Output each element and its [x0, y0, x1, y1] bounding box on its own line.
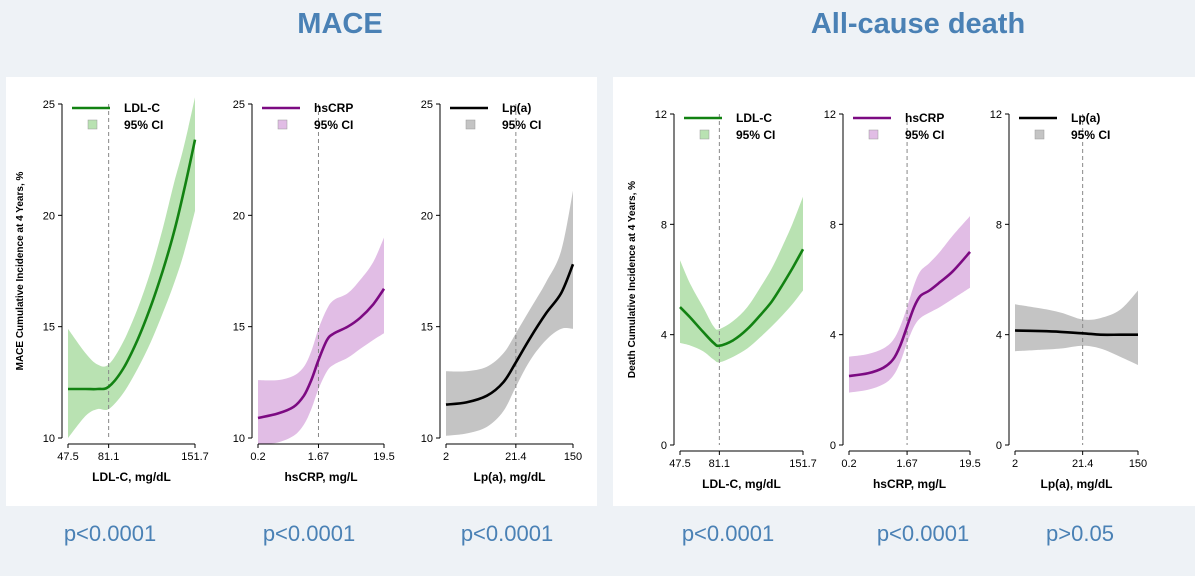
estimate-line — [445, 263, 575, 406]
y-tick-label: 10 — [43, 433, 55, 445]
p-value-mace-lpa: p<0.0001 — [460, 521, 554, 546]
p-value-death-hscrp: p<0.0001 — [876, 521, 970, 546]
legend-label: LDL-C — [736, 111, 772, 125]
ci-band — [258, 237, 384, 445]
legend-band-swatch — [277, 119, 288, 130]
y-tick-label: 25 — [43, 99, 55, 111]
y-tick-label: 20 — [421, 210, 433, 222]
x-axis-label: Lp(a), mg/dL — [1041, 477, 1113, 491]
y-tick-label: 20 — [233, 210, 245, 222]
x-tick-label: 1.67 — [896, 458, 917, 470]
y-tick-label: 0 — [996, 440, 1002, 452]
x-tick-label: 81.1 — [98, 451, 119, 463]
x-axis-label: LDL-C, mg/dL — [92, 470, 171, 484]
ci-band — [849, 216, 970, 393]
y-axis-label: MACE Cumulative Incidence at 4 Years, % — [15, 172, 26, 371]
x-tick-label: 2 — [443, 451, 449, 463]
mace-heading: MACE — [297, 8, 383, 40]
mace-panel — [6, 77, 597, 506]
estimate-line — [1014, 329, 1138, 337]
legend-ci-label: 95% CI — [124, 118, 163, 132]
estimate-line — [679, 248, 805, 348]
x-tick-label: 150 — [1129, 458, 1147, 470]
y-tick-label: 12 — [824, 109, 836, 121]
y-tick-label: 0 — [661, 440, 667, 452]
y-tick-label: 15 — [43, 322, 55, 334]
y-tick-label: 4 — [661, 330, 667, 342]
chart-1: 10 15 20 25 47.5 81.1 151.7 LDL-C, mg/dL MACE Cu… — [15, 97, 209, 484]
x-tick-label: 151.7 — [789, 458, 817, 470]
legend-ci-label: 95% CI — [502, 118, 541, 132]
chart-4: 0 4 8 12 47.5 81.1 151.7 LDL-C, mg/dL Death Cumu… — [627, 109, 817, 491]
legend-band-swatch — [868, 129, 879, 140]
chart-6: 0 4 8 12 2 21.4 150 Lp(a), mg/dL Lp(a) 95% CI — [990, 109, 1147, 491]
y-tick-label: 4 — [996, 330, 1002, 342]
ci-band — [68, 97, 195, 439]
legend-band-swatch — [1034, 129, 1045, 140]
estimate-line — [257, 288, 386, 420]
all-cause-death-heading: All-cause death — [810, 8, 1026, 40]
legend-ci-label: 95% CI — [905, 128, 944, 142]
x-tick-label: 47.5 — [669, 458, 690, 470]
estimate-line — [68, 139, 197, 391]
legend-label: Lp(a) — [1071, 111, 1100, 125]
x-tick-label: 151.7 — [181, 451, 209, 463]
ci-band — [446, 190, 573, 436]
x-tick-label: 0.2 — [841, 458, 856, 470]
legend-label: Lp(a) — [502, 101, 531, 115]
ci-band — [680, 196, 803, 363]
legend-ci-label: 95% CI — [736, 128, 775, 142]
y-tick-label: 15 — [233, 322, 245, 334]
x-axis-label: Lp(a), mg/dL — [474, 470, 546, 484]
legend-label: LDL-C — [124, 101, 160, 115]
x-tick-label: 47.5 — [57, 451, 78, 463]
y-axis-label: Death Cumulative Incidence at 4 Years, % — [627, 181, 638, 378]
legend-ci-label: 95% CI — [314, 118, 353, 132]
y-tick-label: 25 — [233, 99, 245, 111]
x-tick-label: 150 — [564, 451, 582, 463]
x-tick-label: 1.67 — [308, 451, 329, 463]
ci-band — [1015, 290, 1138, 365]
y-tick-label: 8 — [830, 219, 836, 231]
y-tick-label: 8 — [661, 219, 667, 231]
legend-label: hsCRP — [905, 111, 944, 125]
x-tick-label: 0.2 — [250, 451, 265, 463]
legend-label: hsCRP — [314, 101, 353, 115]
y-tick-label: 25 — [421, 99, 433, 111]
legend-band-swatch — [699, 129, 710, 140]
y-tick-label: 20 — [43, 210, 55, 222]
x-tick-label: 21.4 — [505, 451, 526, 463]
death-panel — [613, 77, 1195, 506]
estimate-line — [848, 251, 971, 378]
chart-2: 10 15 20 25 0.2 1.67 19.5 hsCRP, mg/L hsCRP 95% C… — [233, 99, 395, 484]
p-value-death-lpa: p>0.05 — [1046, 521, 1114, 546]
y-tick-label: 10 — [421, 433, 433, 445]
y-tick-label: 15 — [421, 322, 433, 334]
x-tick-label: 19.5 — [373, 451, 394, 463]
y-tick-label: 10 — [233, 433, 245, 445]
y-tick-label: 4 — [830, 330, 836, 342]
x-tick-label: 81.1 — [709, 458, 730, 470]
x-axis-label: hsCRP, mg/L — [873, 477, 946, 491]
y-tick-label: 8 — [996, 219, 1002, 231]
x-axis-label: LDL-C, mg/dL — [702, 477, 781, 491]
y-tick-label: 12 — [655, 109, 667, 121]
y-tick-label: 12 — [990, 109, 1002, 121]
chart-3: 10 15 20 25 2 21.4 150 Lp(a), mg/dL Lp(a) 95% CI — [421, 99, 582, 484]
x-axis-label: hsCRP, mg/L — [284, 470, 357, 484]
p-value-mace-hscrp: p<0.0001 — [262, 521, 356, 546]
p-value-mace-ldl: p<0.0001 — [63, 521, 157, 546]
legend-ci-label: 95% CI — [1071, 128, 1110, 142]
x-tick-label: 19.5 — [959, 458, 980, 470]
x-tick-label: 21.4 — [1072, 458, 1093, 470]
legend-band-swatch — [465, 119, 476, 130]
x-tick-label: 2 — [1012, 458, 1018, 470]
chart-5: 0 4 8 12 0.2 1.67 19.5 hsCRP, mg/L hsCRP 95% CI — [824, 109, 981, 491]
legend-band-swatch — [87, 119, 98, 130]
y-tick-label: 0 — [830, 440, 836, 452]
p-value-death-ldl: p<0.0001 — [681, 521, 775, 546]
